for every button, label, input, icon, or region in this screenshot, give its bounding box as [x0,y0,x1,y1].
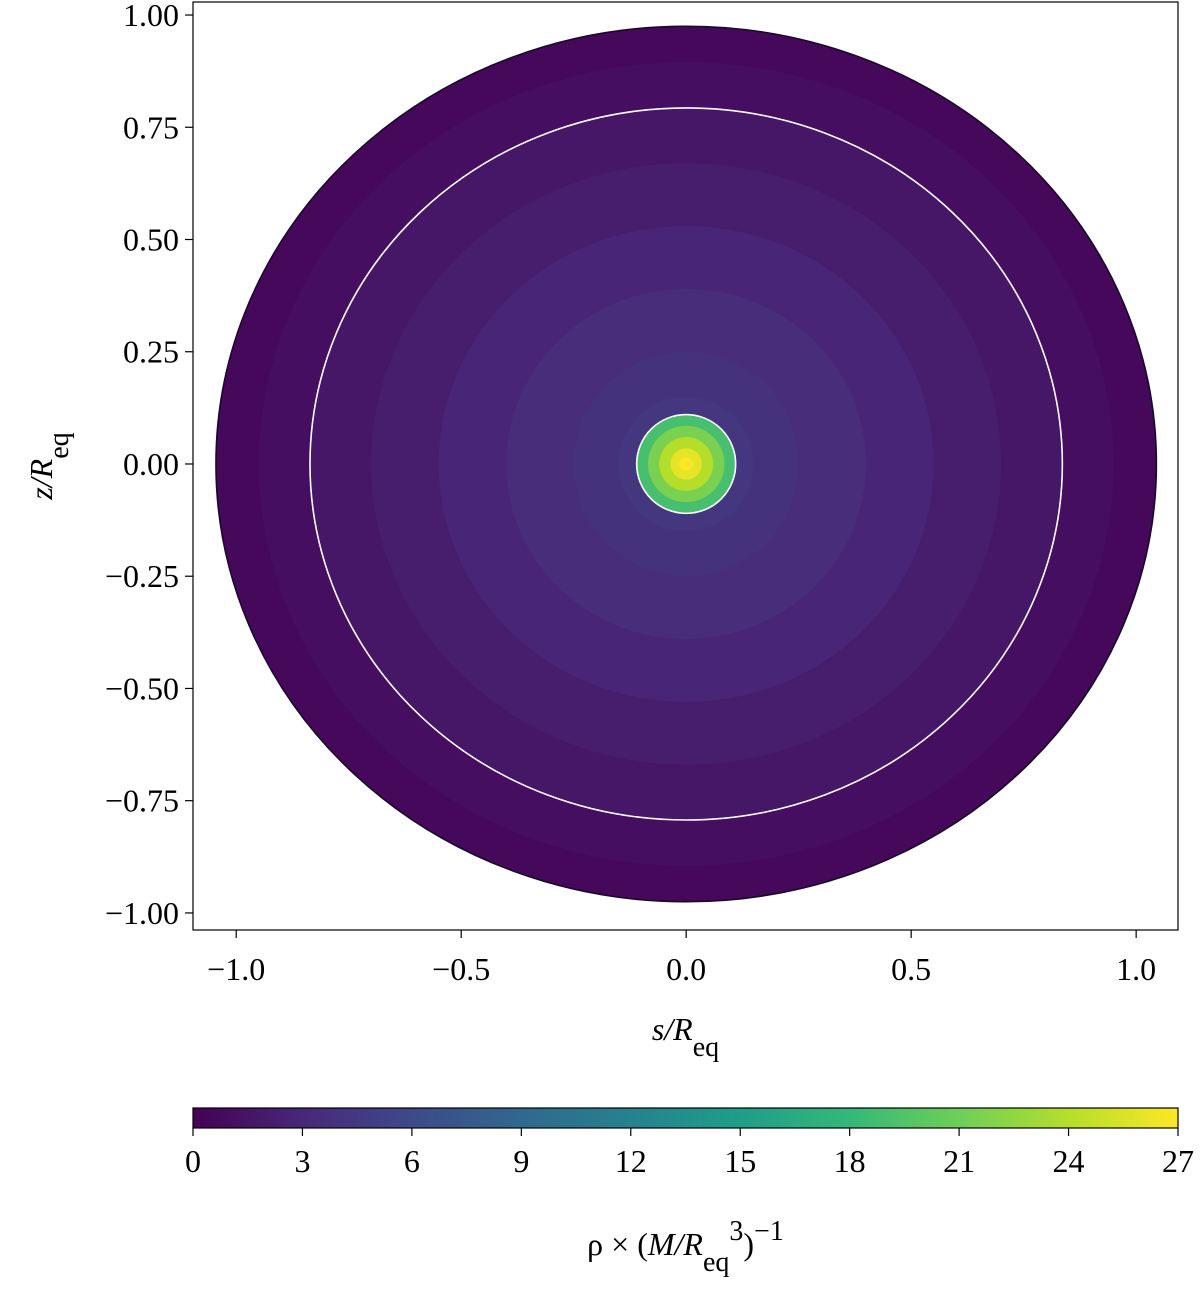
y-tick-label: −1.00 [105,895,179,931]
label-part: M/R [647,1226,704,1262]
y-tick-label: −0.25 [105,558,179,594]
y-tick-label: −0.50 [105,670,179,706]
colorbar-tick-label: 9 [513,1143,529,1179]
contour-line [309,107,1064,821]
y-axis-label: z/Req [23,432,75,500]
y-tick-label: 1.00 [123,0,179,33]
colorbar-tick-label: 6 [404,1143,420,1179]
x-tick-label: 0.5 [891,951,931,987]
y-tick-label: 0.00 [123,446,179,482]
colorbar-tick-label: 0 [185,1143,201,1179]
axes-frame [192,1,1179,931]
x-tick-label: 0.0 [666,951,706,987]
label-part: 3 [729,1216,743,1247]
colorbar-tick-label: 27 [1162,1143,1194,1179]
label-part: eq [703,1247,729,1278]
colorbar-tick-label: 21 [943,1143,975,1179]
colorbar-tick-label: 15 [724,1143,756,1179]
label-part: z/R [23,458,59,500]
x-tick-label: −0.5 [432,951,490,987]
colorbar-tick-label: 24 [1053,1143,1085,1179]
colorbar-tick-label: 3 [294,1143,310,1179]
label-part: −1 [754,1216,784,1247]
colorbar-label: ρ × (M/Req3)−1 [587,1216,784,1278]
label-part: ρ × ( [587,1226,648,1262]
label-part: eq [693,1032,719,1063]
label-part: ) [743,1226,754,1262]
colorbar [192,1107,1179,1129]
contour-line [635,413,737,515]
x-axis-label: s/Req [652,1011,719,1063]
density-region [679,457,693,471]
x-tick-label: −1.0 [207,951,265,987]
y-tick-label: 0.50 [123,221,179,257]
x-tick-label: 1.0 [1116,951,1156,987]
y-tick-label: 0.75 [123,109,179,145]
label-part: s/R [652,1011,693,1047]
y-tick-label: −0.75 [105,783,179,819]
contour-line [215,25,1158,903]
label-part: eq [44,432,75,458]
colorbar-tick-label: 12 [615,1143,647,1179]
plot-area [215,25,1158,903]
y-tick-label: 0.25 [123,334,179,370]
colorbar-tick-label: 18 [834,1143,866,1179]
